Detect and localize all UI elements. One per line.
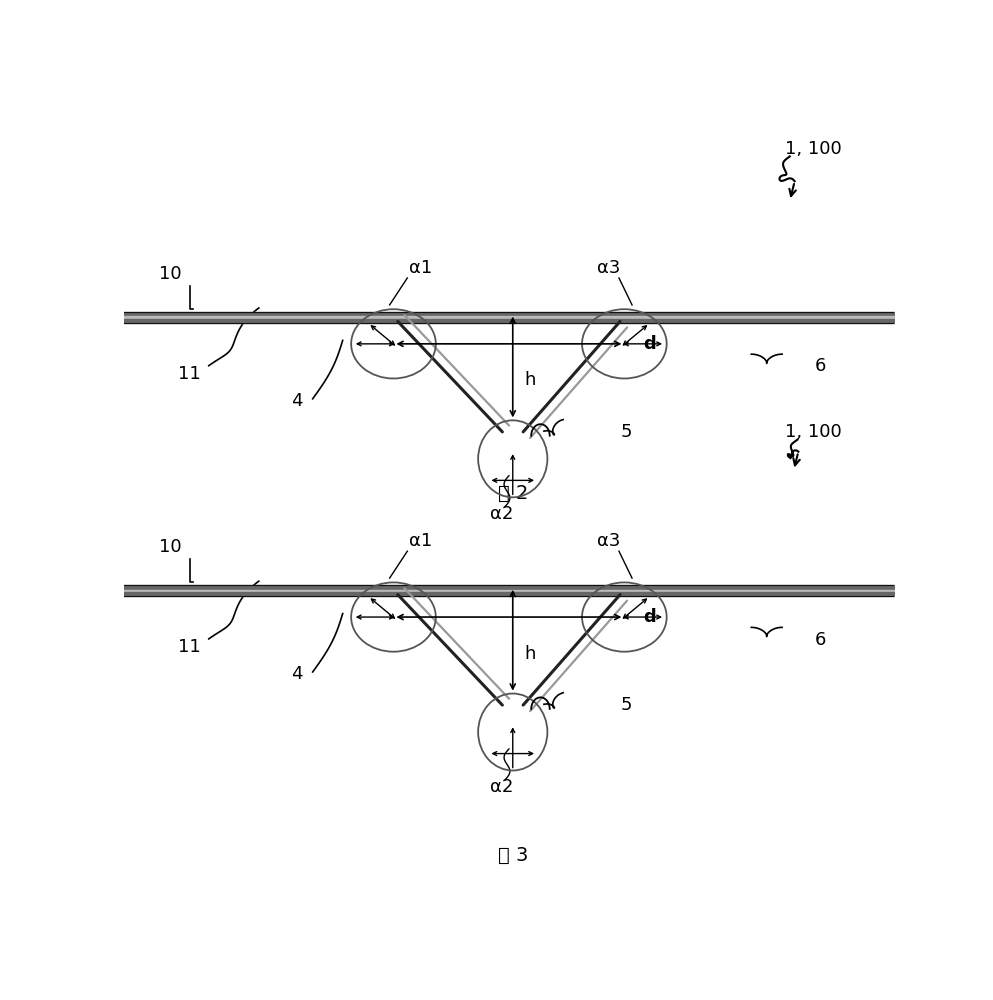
Text: α2: α2 — [490, 778, 513, 796]
Text: α1: α1 — [409, 259, 432, 277]
Text: 11: 11 — [178, 365, 201, 383]
Text: 1, 100: 1, 100 — [784, 140, 841, 158]
Text: 4: 4 — [292, 392, 303, 410]
Text: 10: 10 — [159, 265, 182, 283]
Text: 6: 6 — [815, 357, 826, 375]
Text: d: d — [643, 608, 656, 626]
Text: α3: α3 — [597, 259, 621, 277]
Text: 11: 11 — [178, 638, 201, 656]
Text: 1, 100: 1, 100 — [784, 423, 841, 441]
Text: α1: α1 — [409, 532, 432, 550]
Text: 10: 10 — [159, 538, 182, 556]
Text: 图 2: 图 2 — [497, 484, 528, 503]
Text: h: h — [524, 371, 535, 389]
Text: α3: α3 — [597, 532, 621, 550]
Text: 6: 6 — [815, 631, 826, 649]
Text: 5: 5 — [621, 696, 632, 714]
Text: α2: α2 — [490, 505, 513, 523]
Text: h: h — [524, 645, 535, 663]
Text: 图 3: 图 3 — [497, 846, 528, 865]
Text: d: d — [643, 335, 656, 353]
Text: 4: 4 — [292, 665, 303, 683]
Text: 5: 5 — [621, 423, 632, 441]
